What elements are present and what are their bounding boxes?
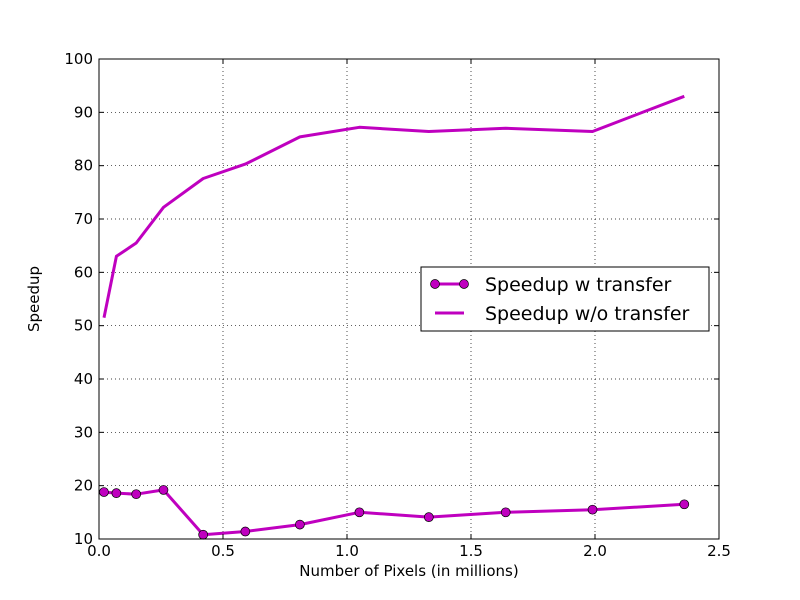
x-tick-label: 2.5 [707, 542, 731, 560]
y-axis-title: Speedup [25, 266, 43, 332]
x-tick-label: 0.0 [87, 542, 111, 560]
y-tick-label: 90 [74, 103, 93, 121]
data-point-speedup-w-transfer [131, 489, 142, 500]
legend-box [420, 266, 710, 332]
data-point-speedup-w-transfer [240, 526, 251, 537]
y-tick-label: 60 [74, 263, 93, 281]
legend-marker [430, 279, 440, 289]
y-tick-label: 70 [74, 210, 93, 228]
legend-marker [459, 279, 469, 289]
plot-area-frame [98, 58, 720, 540]
data-point-speedup-w-transfer [500, 507, 511, 518]
y-tick-label: 100 [64, 50, 93, 68]
series-line-speedup-w-o-transfer [102, 94, 685, 318]
x-tick-label: 0.5 [211, 542, 235, 560]
legend-label-speedup-wo-transfer: Speedup w/o transfer [485, 303, 690, 325]
data-point-speedup-w-transfer [587, 504, 598, 515]
data-point-speedup-w-transfer [198, 529, 209, 540]
y-tick-label: 20 [74, 477, 93, 495]
y-tick-label: 30 [74, 423, 93, 441]
data-point-speedup-w-transfer [295, 519, 305, 530]
data-point-speedup-w-transfer [354, 507, 365, 518]
x-tick-label: 1.0 [335, 542, 359, 560]
x-axis-title: Number of Pixels (in millions) [299, 562, 518, 580]
series-layer [99, 94, 690, 540]
data-point-speedup-w-transfer [679, 499, 690, 510]
legend: Speedup w transfer Speedup w/o transfer [420, 266, 710, 332]
y-tick-label: 40 [74, 370, 93, 388]
y-tick-label: 50 [74, 317, 93, 335]
data-point-speedup-w-transfer [158, 485, 169, 495]
y-tick-label: 10 [74, 530, 93, 548]
y-tick-label: 80 [74, 157, 93, 175]
data-point-speedup-w-transfer [423, 512, 434, 522]
x-tick-label: 1.5 [459, 542, 483, 560]
legend-label-speedup-w-transfer: Speedup w transfer [485, 274, 672, 296]
axis-ticks: 0.0 0.5 1.0 1.5 2.0 2.5 10 20 30 40 50 60 70 80 90 100 [64, 50, 731, 560]
data-point-speedup-w-transfer [99, 487, 109, 497]
data-point-speedup-w-transfer [111, 488, 122, 498]
x-tick-label: 2.0 [583, 542, 607, 560]
